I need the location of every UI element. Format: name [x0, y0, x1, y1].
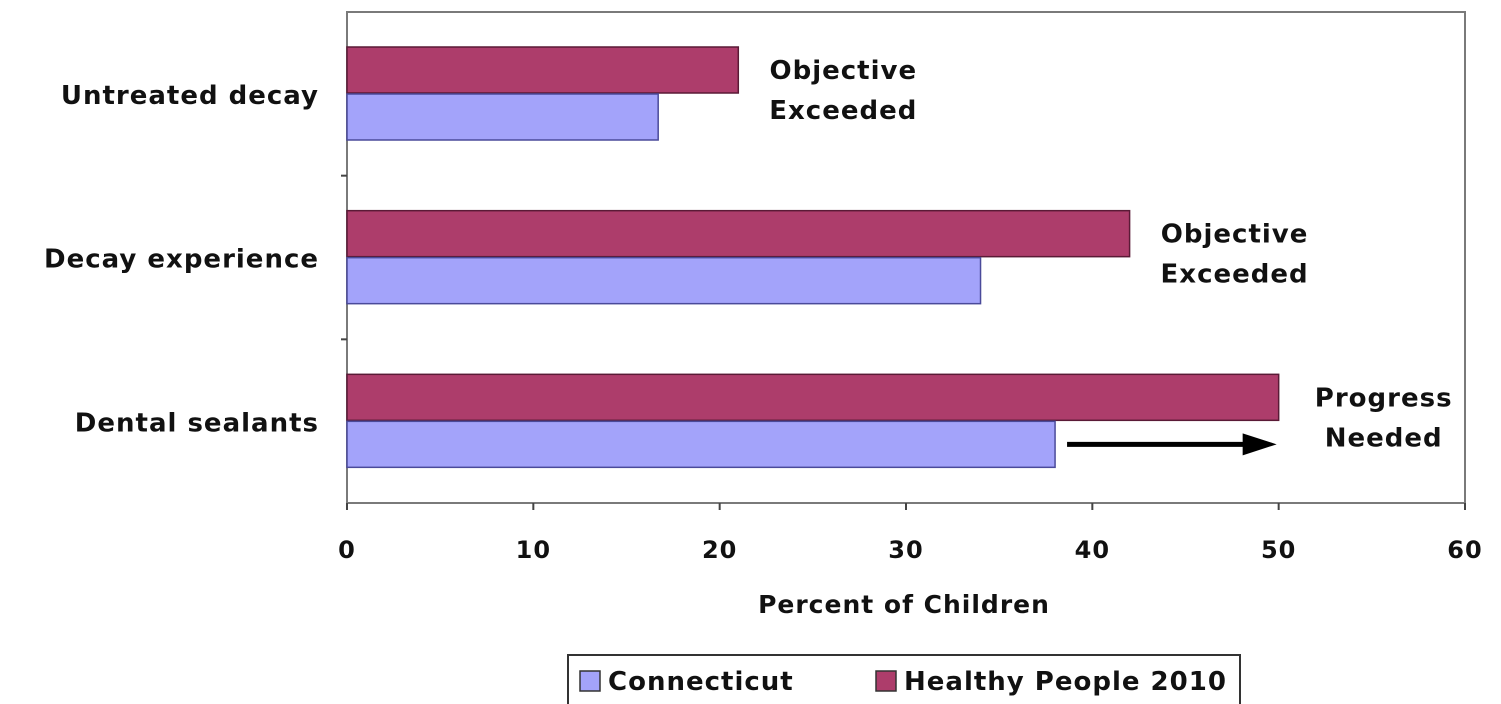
x-tick-label: 0: [338, 536, 356, 564]
category-label: Untreated decay: [61, 81, 319, 111]
bar-healthy-people-2010: [346, 373, 1280, 422]
bar-connecticut: [346, 93, 659, 141]
bar-healthy-people-2010: [346, 209, 1131, 258]
x-tick-label: 10: [516, 536, 551, 564]
legend-label-healthy-people-2010: Healthy People 2010: [904, 667, 1227, 697]
legend-label-connecticut: Connecticut: [608, 667, 794, 697]
category-label: Decay experience: [44, 245, 319, 275]
x-tick-label: 60: [1447, 536, 1482, 564]
legend-box: [567, 654, 1241, 704]
category-label: Dental sealants: [75, 408, 319, 438]
annotation-line2: Exceeded: [769, 96, 917, 126]
annotation-line1: Objective: [1161, 220, 1309, 250]
annotation-line2: Exceeded: [1161, 260, 1309, 290]
annotation-line1: Objective: [769, 56, 917, 86]
x-tick-label: 50: [1261, 536, 1296, 564]
legend-swatch-healthy-people-2010: [875, 670, 897, 692]
annotation-line1: Progress: [1315, 383, 1453, 413]
annotation-line2: Needed: [1325, 423, 1443, 453]
legend-swatch-connecticut: [579, 670, 601, 692]
bar-healthy-people-2010: [346, 46, 740, 94]
bar-connecticut: [346, 256, 982, 305]
x-tick-label: 40: [1075, 536, 1110, 564]
progress-arrow-head: [1242, 433, 1277, 456]
x-axis-title: Percent of Children: [758, 590, 1050, 619]
x-tick-label: 30: [888, 536, 923, 564]
x-tick-label: 20: [702, 536, 737, 564]
bar-connecticut: [346, 420, 1056, 469]
